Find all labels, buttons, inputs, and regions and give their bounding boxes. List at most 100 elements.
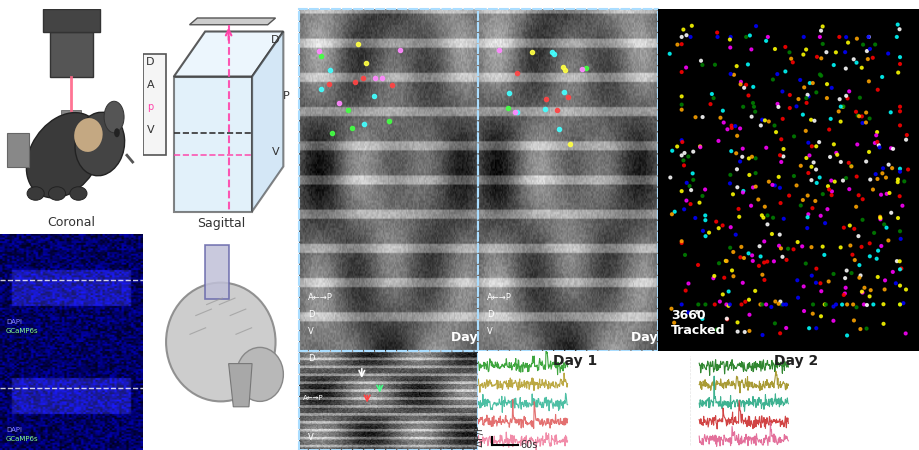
Point (891, 60, 906, 68)
Point (792, 202, 807, 209)
Point (725, 248, 740, 256)
Point (853, 243, 868, 251)
Point (744, 257, 759, 265)
Point (709, 29, 724, 36)
Point (747, 155, 762, 162)
Point (861, 240, 876, 247)
Point (801, 152, 816, 159)
Point (741, 296, 755, 303)
Point (733, 301, 748, 308)
Point (780, 245, 795, 252)
Point (729, 63, 743, 70)
Polygon shape (62, 110, 81, 117)
Point (675, 162, 690, 169)
Point (794, 243, 809, 250)
Point (738, 33, 753, 40)
Point (759, 258, 774, 265)
Point (823, 192, 838, 199)
Point (812, 313, 827, 320)
Point (854, 113, 868, 120)
Point (801, 80, 816, 87)
Point (861, 148, 876, 156)
Text: A←→P: A←→P (302, 396, 323, 401)
Polygon shape (174, 32, 283, 76)
Point (798, 127, 812, 135)
Point (861, 115, 876, 122)
Point (837, 284, 852, 291)
Point (879, 50, 894, 57)
Point (766, 122, 781, 129)
Point (891, 103, 906, 110)
Point (733, 243, 748, 251)
Text: V: V (271, 147, 279, 157)
Point (770, 300, 785, 307)
Point (855, 196, 869, 203)
Point (880, 161, 895, 168)
Point (872, 213, 887, 220)
Point (722, 70, 737, 77)
Ellipse shape (236, 347, 283, 401)
Point (868, 128, 883, 135)
Point (800, 211, 815, 218)
Point (766, 182, 781, 189)
Point (754, 116, 768, 123)
Point (746, 103, 761, 110)
Text: A←→P: A←→P (487, 292, 512, 302)
Polygon shape (252, 32, 283, 211)
Point (691, 199, 706, 206)
Text: A←→P: A←→P (308, 292, 333, 302)
Point (881, 189, 896, 197)
Point (889, 33, 903, 40)
Point (747, 170, 762, 177)
Point (664, 305, 678, 312)
Point (850, 192, 865, 199)
Point (767, 298, 782, 305)
Text: 60s: 60s (520, 440, 537, 450)
Point (775, 301, 789, 308)
Point (729, 184, 743, 191)
Point (781, 49, 796, 56)
Point (714, 222, 729, 229)
Polygon shape (50, 32, 93, 76)
Point (776, 215, 790, 222)
Point (792, 76, 807, 84)
Point (676, 149, 691, 157)
Point (747, 183, 762, 190)
Point (809, 180, 823, 187)
Point (850, 233, 865, 240)
Point (873, 243, 888, 250)
Polygon shape (229, 364, 252, 407)
Point (742, 311, 756, 318)
Point (840, 39, 855, 46)
Point (664, 211, 678, 218)
Point (748, 22, 763, 30)
Point (743, 46, 758, 53)
Point (846, 225, 861, 233)
Point (804, 310, 819, 317)
Text: Day 2: Day 2 (774, 354, 818, 368)
Point (844, 270, 858, 277)
Point (709, 326, 723, 333)
Point (789, 103, 803, 110)
Point (722, 44, 737, 51)
Point (718, 257, 732, 265)
Point (841, 88, 856, 95)
Point (842, 242, 857, 249)
Point (677, 252, 692, 259)
Point (756, 238, 771, 245)
Point (821, 278, 835, 285)
Text: D: D (308, 310, 314, 319)
Point (684, 22, 698, 29)
Point (852, 94, 867, 101)
Point (720, 288, 735, 295)
Point (800, 214, 814, 221)
Point (725, 273, 740, 280)
Point (799, 154, 813, 162)
Point (750, 196, 765, 203)
Point (891, 54, 906, 61)
Point (675, 26, 690, 33)
Point (689, 308, 704, 315)
Text: GCaMP6s: GCaMP6s (6, 328, 39, 334)
Point (808, 324, 823, 332)
Point (841, 185, 856, 193)
